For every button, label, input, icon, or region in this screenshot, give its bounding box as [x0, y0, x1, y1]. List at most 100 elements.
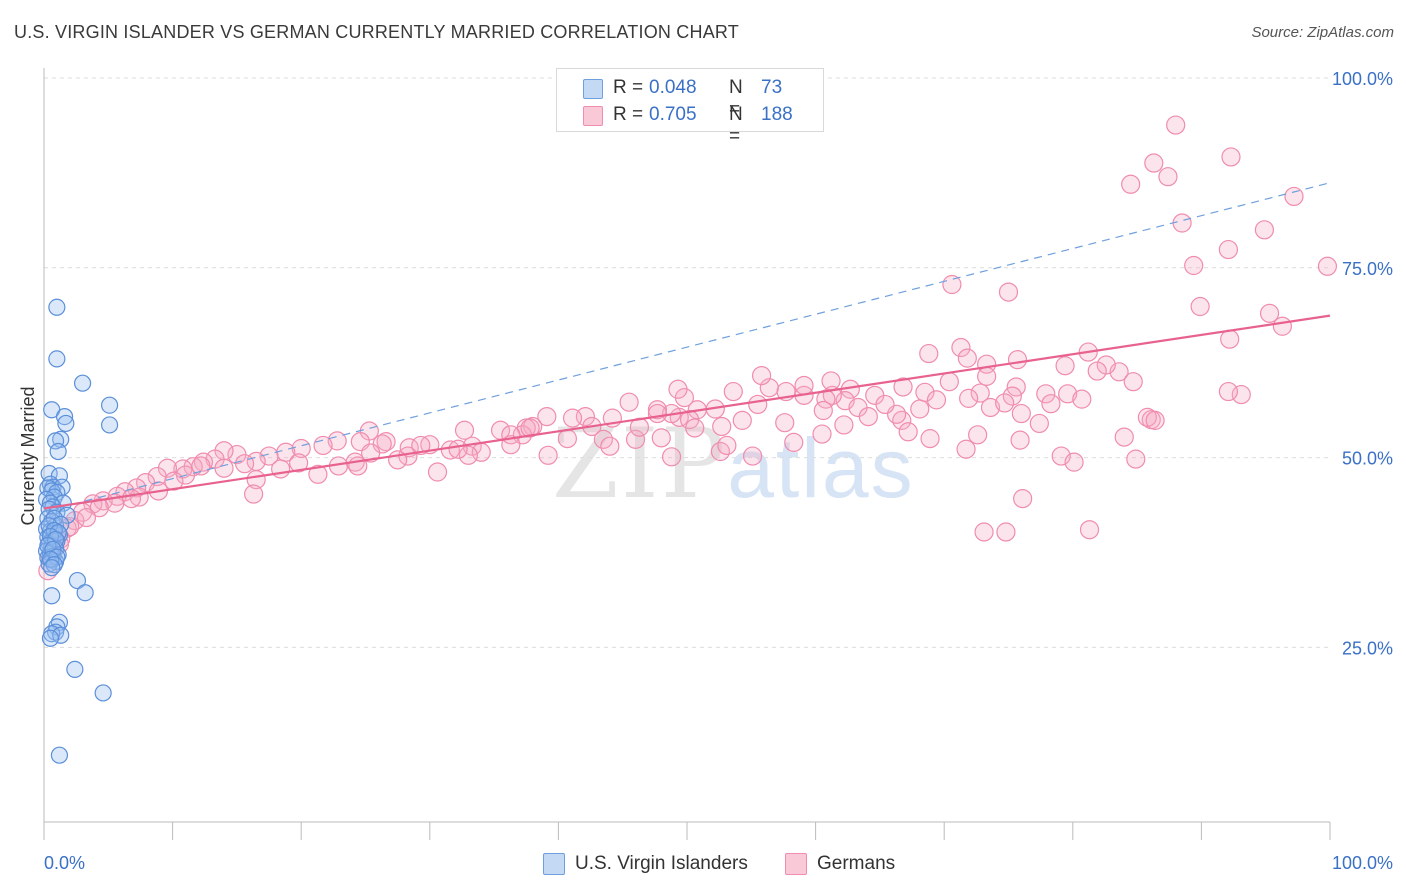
data-point-germans	[1190, 296, 1210, 317]
data-point-virgin-islanders	[58, 506, 76, 524]
data-point-germans	[235, 454, 255, 474]
data-point-germans	[893, 377, 913, 397]
data-point-germans	[651, 428, 671, 448]
data-point-germans	[996, 522, 1016, 542]
x-tick-label: 100.0%	[1332, 853, 1393, 873]
data-point-germans	[1010, 430, 1030, 450]
data-point-germans	[1284, 186, 1304, 207]
data-point-germans	[1166, 115, 1186, 135]
data-point-germans	[661, 447, 682, 467]
legend-n-label: N =	[729, 104, 743, 147]
data-point-germans	[427, 462, 448, 482]
data-point-germans	[717, 435, 737, 456]
data-point-germans	[1036, 384, 1056, 404]
data-point-germans	[619, 392, 639, 412]
data-point-germans	[998, 282, 1019, 302]
trend-line-virgin-islanders	[43, 182, 1331, 513]
data-point-germans	[942, 274, 962, 295]
data-point-germans	[812, 424, 832, 444]
legend-swatch-pink	[583, 106, 603, 126]
data-point-germans	[327, 431, 347, 451]
data-point-germans	[1259, 303, 1280, 323]
data-point-virgin-islanders	[100, 416, 119, 434]
data-point-germans	[794, 375, 814, 396]
data-point-virgin-islanders	[48, 350, 66, 368]
legend-swatch-pink	[785, 853, 807, 875]
data-point-germans	[538, 445, 558, 465]
y-axis-label: Currently Married	[18, 386, 38, 525]
data-point-germans	[968, 425, 988, 445]
data-point-germans	[1317, 256, 1338, 276]
data-point-germans	[959, 388, 979, 408]
data-point-germans	[271, 459, 291, 479]
data-point-germans	[1158, 167, 1178, 187]
data-point-germans	[723, 381, 743, 402]
legend-r-label: R =	[613, 77, 644, 98]
data-point-germans	[440, 440, 460, 460]
data-point-germans	[562, 408, 583, 428]
data-point-germans	[775, 413, 795, 433]
data-point-germans	[361, 443, 381, 463]
data-point-germans	[1002, 386, 1022, 406]
data-point-germans	[974, 522, 994, 542]
data-point-germans	[289, 453, 309, 473]
data-point-germans	[1218, 381, 1239, 402]
data-point-germans	[1137, 407, 1157, 427]
data-point-germans	[732, 410, 752, 430]
data-point-germans	[668, 379, 688, 399]
data-point-germans	[926, 390, 947, 410]
data-point-germans	[1221, 147, 1241, 167]
data-point-germans	[411, 435, 431, 456]
data-point-germans	[995, 393, 1015, 413]
data-point-virgin-islanders	[66, 660, 84, 679]
stats-legend: R = 0.048 N = 73 R = 0.705 N = 188	[556, 68, 824, 147]
data-point-germans	[875, 394, 895, 415]
y-tick-label: 75.0%	[1342, 259, 1393, 279]
data-point-germans	[784, 432, 804, 453]
data-point-germans	[910, 399, 930, 419]
data-point-virgin-islanders	[46, 432, 65, 450]
legend-swatch-blue	[543, 853, 565, 875]
legend-n-label: N =	[729, 77, 743, 120]
data-point-germans	[1172, 213, 1192, 233]
data-point-germans	[244, 484, 264, 504]
data-point-germans	[821, 371, 841, 391]
data-point-germans	[980, 397, 1001, 418]
data-point-germans	[1011, 403, 1031, 424]
data-point-virgin-islanders	[48, 298, 66, 316]
data-point-germans	[214, 458, 234, 478]
data-point-germans	[1055, 356, 1075, 376]
data-point-germans	[759, 378, 779, 398]
data-point-germans	[121, 488, 142, 509]
data-point-germans	[259, 446, 279, 466]
data-point-germans	[712, 416, 732, 437]
data-point-virgin-islanders	[50, 746, 69, 764]
data-point-germans	[1072, 389, 1092, 409]
data-point-germans	[920, 429, 940, 449]
data-point-germans	[685, 418, 705, 438]
data-point-germans	[1064, 452, 1084, 472]
data-point-germans	[1272, 316, 1293, 336]
y-tick-label: 100.0%	[1332, 69, 1393, 89]
data-point-germans	[1145, 410, 1165, 430]
trend-line-germans	[43, 314, 1331, 510]
data-point-germans	[600, 436, 620, 456]
data-point-germans	[834, 415, 854, 435]
data-point-virgin-islanders	[41, 629, 60, 647]
data-point-virgin-islanders	[45, 556, 63, 574]
data-point-germans	[1126, 449, 1146, 469]
data-point-germans	[970, 383, 990, 403]
data-point-germans	[89, 498, 109, 518]
data-point-germans	[164, 471, 184, 491]
data-point-germans	[454, 420, 475, 440]
data-point-virgin-islanders	[94, 684, 112, 702]
data-point-virgin-islanders	[52, 626, 70, 644]
data-point-virgin-islanders	[100, 396, 119, 414]
x-tick-label: 0.0%	[44, 853, 85, 873]
data-point-germans	[1041, 394, 1061, 414]
data-point-germans	[1144, 153, 1164, 173]
data-point-germans	[1218, 239, 1239, 260]
data-point-germans	[1079, 520, 1100, 540]
legend-label: Germans	[817, 853, 896, 874]
